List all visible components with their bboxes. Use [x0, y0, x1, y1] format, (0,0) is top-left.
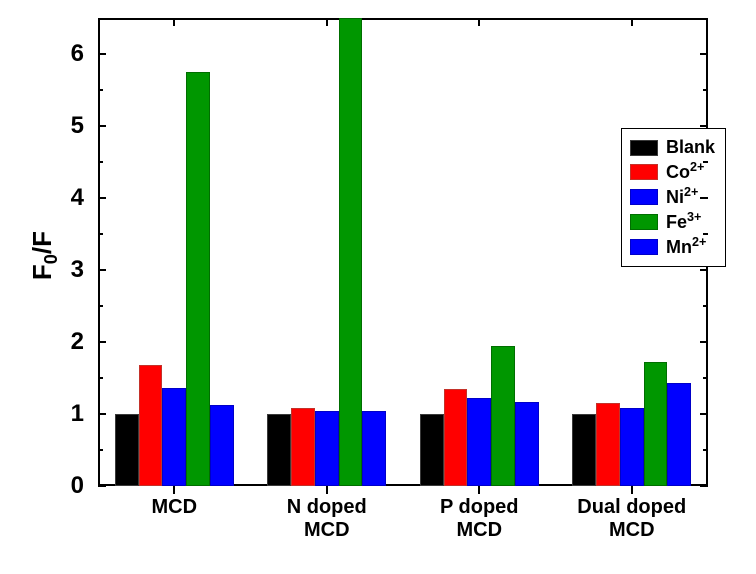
x-tick-mark	[326, 18, 328, 26]
y-tick-mark	[98, 413, 106, 415]
y-tick-label: 5	[71, 112, 84, 140]
y-axis-label: F0/F	[27, 231, 62, 280]
x-tick-mark	[478, 486, 480, 494]
y-tick-mark	[700, 341, 708, 343]
y-minor-tick-mark	[98, 89, 103, 91]
y-minor-tick-mark	[98, 161, 103, 163]
y-tick-mark	[700, 485, 708, 487]
y-tick-label: 1	[71, 400, 84, 428]
bar	[291, 408, 315, 486]
legend-swatch	[630, 140, 658, 156]
legend-item: Blank	[630, 137, 715, 158]
y-tick-label: 0	[71, 472, 84, 500]
y-minor-tick-mark	[703, 89, 708, 91]
y-minor-tick-mark	[98, 449, 103, 451]
y-minor-tick-mark	[703, 449, 708, 451]
y-tick-mark	[700, 53, 708, 55]
x-tick-mark	[631, 18, 633, 26]
x-tick-label: N doped MCD	[251, 496, 404, 542]
y-tick-mark	[700, 125, 708, 127]
y-minor-tick-mark	[98, 305, 103, 307]
y-tick-mark	[98, 341, 106, 343]
bar	[467, 398, 491, 486]
bar	[210, 405, 234, 486]
legend-item: Mn2+	[630, 235, 715, 258]
bar	[667, 383, 691, 486]
y-tick-mark	[98, 125, 106, 127]
y-minor-tick-mark	[703, 305, 708, 307]
bar	[572, 414, 596, 486]
legend-item: Co2+	[630, 160, 715, 183]
x-tick-mark	[173, 18, 175, 26]
y-minor-tick-mark	[703, 233, 708, 235]
bar	[186, 72, 210, 486]
bar	[115, 414, 139, 486]
y-tick-label: 3	[71, 256, 84, 284]
x-tick-label: P doped MCD	[403, 496, 556, 542]
bar	[420, 414, 444, 486]
y-minor-tick-mark	[703, 377, 708, 379]
x-tick-mark	[173, 486, 175, 494]
bar	[162, 388, 186, 486]
legend-swatch	[630, 239, 658, 255]
y-tick-mark	[700, 269, 708, 271]
x-tick-label: Dual doped MCD	[556, 496, 709, 542]
bar	[267, 414, 291, 486]
bar	[315, 411, 339, 486]
legend-swatch	[630, 189, 658, 205]
x-tick-mark	[478, 18, 480, 26]
y-minor-tick-mark	[703, 161, 708, 163]
bar	[491, 346, 515, 486]
y-tick-label: 6	[71, 40, 84, 68]
legend-label: Co2+	[666, 160, 704, 183]
legend-swatch	[630, 164, 658, 180]
bar	[339, 18, 363, 486]
bar	[596, 403, 620, 486]
y-tick-label: 2	[71, 328, 84, 356]
x-tick-label: MCD	[98, 496, 251, 519]
legend-item: Fe3+	[630, 210, 715, 233]
y-tick-label: 4	[71, 184, 84, 212]
y-minor-tick-mark	[98, 233, 103, 235]
x-tick-mark	[631, 486, 633, 494]
y-tick-mark	[98, 197, 106, 199]
legend-label: Mn2+	[666, 235, 706, 258]
bar	[444, 389, 468, 486]
bar	[139, 365, 163, 486]
y-tick-mark	[700, 197, 708, 199]
bar	[620, 408, 644, 486]
bar	[515, 402, 539, 486]
y-tick-mark	[98, 485, 106, 487]
y-tick-mark	[98, 53, 106, 55]
legend-swatch	[630, 214, 658, 230]
bar	[362, 411, 386, 486]
legend: BlankCo2+Ni2+Fe3+Mn2+	[621, 128, 726, 267]
bar	[644, 362, 668, 486]
legend-label: Ni2+	[666, 185, 698, 208]
legend-label: Blank	[666, 137, 715, 158]
legend-label: Fe3+	[666, 210, 701, 233]
y-tick-mark	[98, 269, 106, 271]
y-tick-mark	[700, 413, 708, 415]
x-tick-mark	[326, 486, 328, 494]
y-minor-tick-mark	[98, 377, 103, 379]
chart-container: F0/F BlankCo2+Ni2+Fe3+Mn2+ 0 1 2 3 4 5 6 MCDN d…	[0, 0, 756, 574]
